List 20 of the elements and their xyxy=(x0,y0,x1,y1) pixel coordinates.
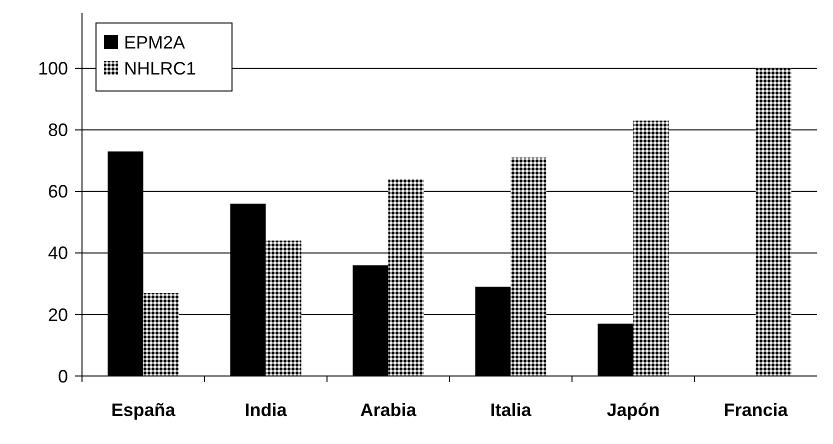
legend-label: NHLRC1 xyxy=(124,58,196,78)
bar xyxy=(633,120,669,376)
x-tick-label: Italia xyxy=(490,400,532,420)
x-tick-label: Japón xyxy=(606,400,660,420)
x-tick-label: India xyxy=(244,400,288,420)
y-tick-label: 40 xyxy=(48,243,68,264)
legend-label: EPM2A xyxy=(124,32,186,52)
x-tick-label: Francia xyxy=(724,400,789,420)
bar xyxy=(388,179,424,376)
bar xyxy=(143,292,179,376)
x-tick-label: Arabia xyxy=(360,400,418,420)
y-tick-label: 20 xyxy=(48,304,68,325)
y-tick-label: 0 xyxy=(58,366,68,386)
bar xyxy=(266,240,302,376)
bar xyxy=(510,158,546,376)
y-tick-label: 100 xyxy=(38,58,68,79)
y-tick-label: 60 xyxy=(48,182,68,202)
bar xyxy=(756,68,792,376)
y-tick-label: 80 xyxy=(48,120,68,140)
x-tick-label: España xyxy=(111,400,176,420)
